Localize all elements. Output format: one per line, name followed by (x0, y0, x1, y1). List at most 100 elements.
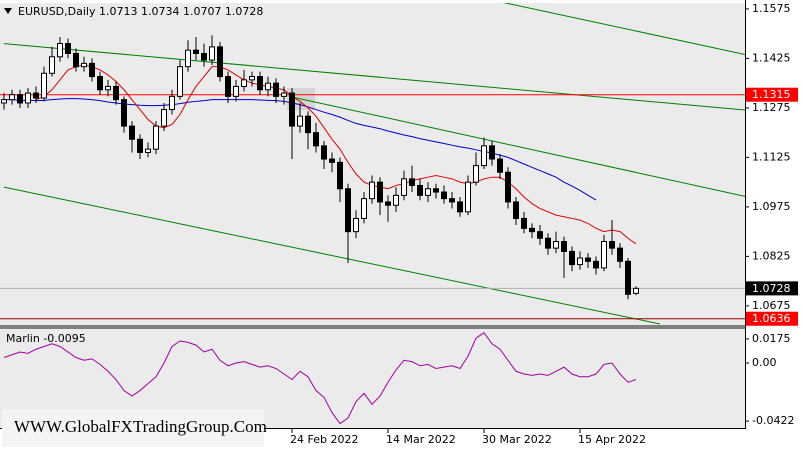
candle-body (601, 241, 607, 269)
candle-body (185, 49, 191, 68)
y-tick-label: 1.1275 (752, 101, 791, 114)
candle-body (489, 145, 495, 160)
candle-body (465, 181, 471, 213)
candle-body (377, 181, 383, 203)
candle-body (345, 188, 351, 233)
y-tick-label: 1.0825 (752, 249, 791, 262)
candle-body (401, 178, 407, 196)
candle-body (161, 109, 167, 127)
candle-body (393, 194, 399, 206)
candle-body (505, 171, 511, 203)
candle-body (385, 201, 391, 206)
y-tick-label: 1.0975 (752, 200, 791, 213)
candle-body (329, 158, 335, 163)
candle-body (473, 165, 479, 183)
candle-body (177, 66, 183, 97)
candle-body (441, 191, 447, 200)
candle-body (321, 145, 327, 160)
candle-body (33, 92, 39, 99)
x-tick-label: 14 Mar 2022 (386, 433, 456, 446)
candle-body (625, 260, 631, 295)
candle-body (481, 145, 487, 167)
price-label-box (746, 281, 798, 296)
candle-body (169, 95, 175, 111)
candle-body (609, 241, 615, 249)
candle-body (521, 217, 527, 229)
candle-body (153, 125, 159, 150)
candle-body (41, 72, 47, 99)
candle-body (585, 257, 591, 262)
trend-line (3, 186, 661, 325)
candle-body (449, 198, 455, 203)
candle-body (241, 79, 247, 87)
candle-body (129, 125, 135, 140)
candle-body (305, 115, 311, 134)
y-tick-label: 1.0675 (752, 299, 791, 312)
candle-body (337, 161, 343, 190)
candle-body (497, 158, 503, 173)
y-tick-label: 0.00 (752, 356, 777, 369)
candle-body (297, 115, 303, 127)
candle-body (289, 92, 295, 127)
candle-body (249, 76, 255, 81)
trend-line (291, 96, 745, 197)
x-tick-label: 15 Apr 2022 (578, 433, 646, 446)
candle-body (25, 92, 31, 104)
candle-body (417, 184, 423, 196)
candle-body (97, 76, 103, 91)
candle-body (201, 52, 207, 61)
y-tick-label: 1.1125 (752, 150, 791, 163)
candle-body (225, 76, 231, 97)
candle-body (105, 85, 111, 91)
price-label-box (746, 87, 798, 102)
menu-arrow (4, 8, 12, 14)
x-tick-label: 30 Mar 2022 (482, 433, 552, 446)
price-label: 1.0636 (752, 312, 791, 325)
y-tick-label: -0.0422 (752, 414, 794, 427)
candle-body (49, 56, 55, 74)
candle-body (65, 43, 71, 54)
moving-average (35, 64, 637, 245)
price-label-box (746, 311, 798, 326)
price-label: 1.0728 (752, 282, 791, 295)
candle-body (545, 237, 551, 249)
candle-body (553, 241, 559, 249)
watermark-box (2, 409, 264, 447)
candle-body (1, 99, 7, 104)
x-tick-label: 24 Feb 2022 (290, 433, 358, 446)
candle-body (633, 287, 639, 294)
candle-body (193, 49, 199, 54)
trend-line (503, 3, 745, 55)
candle-body (409, 178, 415, 186)
candle-body (273, 82, 279, 97)
candle-body (369, 181, 375, 200)
candle-body (313, 132, 319, 147)
watermark: WWW.GlobalFXTradingGroup.Com (14, 417, 267, 436)
candle-body (145, 148, 151, 153)
candle-body (425, 188, 431, 196)
candle-body (281, 92, 287, 97)
candle-body (353, 217, 359, 233)
candle-body (593, 260, 599, 269)
chart-title: EURUSD,Daily 1.0713 1.0734 1.0707 1.0728 (18, 5, 263, 18)
candle-body (57, 43, 63, 58)
y-tick-label: 1.1575 (752, 2, 791, 15)
candle-body (569, 250, 575, 266)
candle-body (137, 138, 143, 153)
candle-body (257, 76, 263, 91)
candle-body (81, 62, 87, 68)
candle-body (209, 46, 215, 61)
candle-body (217, 46, 223, 78)
indicator-line (3, 332, 637, 425)
main-panel (0, 3, 745, 325)
candle-body (537, 231, 543, 239)
candle-body (73, 52, 79, 68)
candle-body (577, 257, 583, 266)
indicator-title: Marlin -0.0095 (6, 332, 86, 345)
candle-body (617, 247, 623, 262)
candle-body (17, 94, 23, 104)
candle-body (457, 201, 463, 213)
candle-body (121, 99, 127, 127)
candle-body (433, 188, 439, 193)
candle-body (265, 82, 271, 91)
